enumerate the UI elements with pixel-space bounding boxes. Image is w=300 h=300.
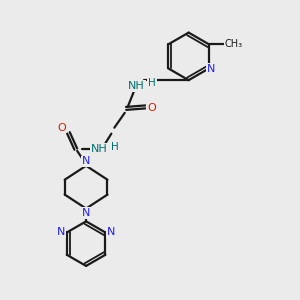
Text: O: O [57, 123, 66, 133]
Text: N: N [82, 208, 90, 218]
Text: H: H [111, 142, 119, 152]
Text: NH: NH [91, 143, 108, 154]
Text: N: N [57, 227, 66, 237]
Text: N: N [206, 64, 215, 74]
Text: H: H [148, 78, 156, 88]
Text: NH: NH [128, 81, 145, 91]
Text: N: N [106, 227, 115, 237]
Text: N: N [82, 156, 90, 166]
Text: CH₃: CH₃ [225, 39, 243, 49]
Text: O: O [147, 103, 156, 113]
